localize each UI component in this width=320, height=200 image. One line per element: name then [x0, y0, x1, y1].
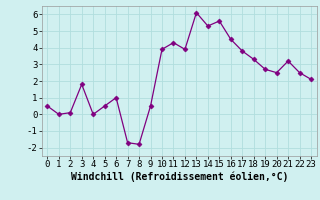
X-axis label: Windchill (Refroidissement éolien,°C): Windchill (Refroidissement éolien,°C) [70, 172, 288, 182]
